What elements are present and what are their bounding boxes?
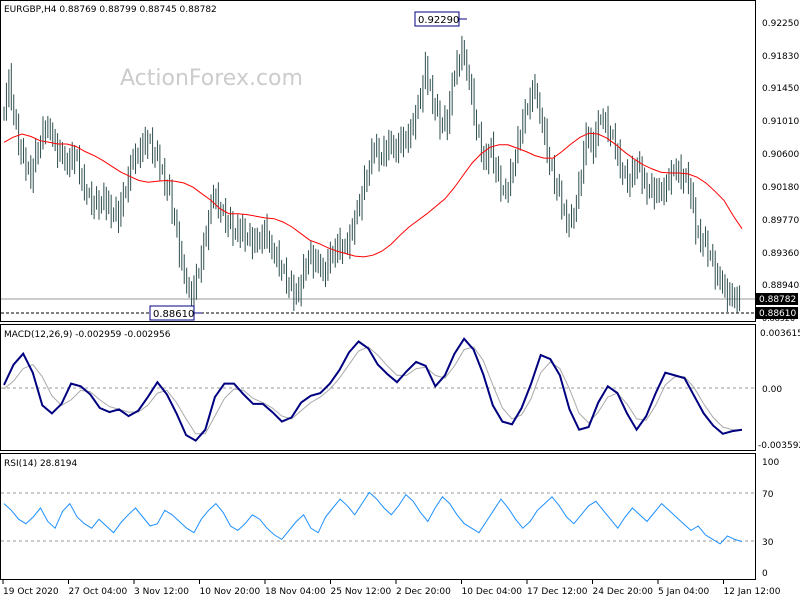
- x-tick-label: 17 Dec 12:00: [527, 587, 588, 597]
- rsi-tick: 0: [762, 569, 768, 579]
- macd-line: [3, 337, 743, 442]
- rsi-tick: 70: [762, 490, 774, 500]
- rsi-line: [3, 491, 743, 545]
- price-axis: 0.92250 0.91830 0.91450 0.91010 0.90600 …: [756, 19, 799, 323]
- macd-tick: -0.003592: [758, 441, 800, 451]
- price-tick: 0.88940: [762, 281, 799, 291]
- high-annotation-label: 0.92290: [418, 15, 459, 26]
- current-price-label: 0.88782: [759, 295, 796, 305]
- x-tick-label: 5 Jan 04:00: [658, 587, 710, 597]
- rsi-title: RSI(14) 28.8194: [4, 459, 77, 469]
- price-tick: 0.90600: [762, 150, 799, 160]
- macd-tick: 0.003615: [760, 329, 800, 339]
- x-tick-label: 3 Nov 12:00: [134, 587, 189, 597]
- watermark: ActionForex.com: [120, 66, 303, 91]
- x-tick-label: 2 Dec 20:00: [396, 587, 451, 597]
- price-tick: 0.91450: [762, 84, 799, 94]
- x-tick-label: 27 Oct 04:00: [69, 587, 128, 597]
- x-tick-label: 10 Nov 20:00: [200, 587, 261, 597]
- x-tick-label: 12 Jan 12:00: [724, 587, 781, 597]
- moving-average-line: [3, 132, 743, 258]
- macd-title: MACD(12,26,9) -0.002959 -0.002956: [4, 330, 171, 340]
- symbol-header: EURGBP,H4 0.88769 0.88799 0.88745 0.8878…: [4, 5, 217, 15]
- price-tick: 0.89360: [762, 249, 799, 259]
- price-bars: [3, 35, 741, 318]
- x-tick-label: 25 Nov 12:00: [331, 587, 392, 597]
- price-tick: 0.90180: [762, 183, 799, 193]
- low-annotation-label: 0.88610: [153, 309, 194, 320]
- rsi-tick: 100: [762, 458, 779, 468]
- x-tick-label: 18 Nov 04:00: [265, 587, 326, 597]
- high-annotation: 0.92290: [414, 11, 467, 27]
- macd-tick: 0.00: [762, 385, 782, 395]
- x-tick-label: 10 Dec 04:00: [462, 587, 523, 597]
- price-tick: 0.92250: [762, 19, 799, 29]
- macd-panel-frame: [0, 324, 756, 451]
- price-tick: 0.91830: [762, 52, 799, 62]
- price-tick: 0.91010: [762, 117, 799, 127]
- low-annotation: 0.88610: [149, 305, 202, 321]
- low-price-tag: [756, 307, 798, 319]
- low-price-label: 0.88610: [759, 309, 796, 319]
- rsi-tick: 30: [762, 538, 774, 548]
- current-price-tag: [756, 293, 798, 305]
- x-tick-label: 24 Dec 20:00: [593, 587, 654, 597]
- price-tick: 0.89770: [762, 216, 799, 226]
- time-axis: 19 Oct 2020 27 Oct 04:00 3 Nov 12:00 10 Nov…: [2, 580, 781, 597]
- price-panel-frame: [0, 0, 756, 322]
- x-tick-label: 19 Oct 2020: [3, 587, 59, 597]
